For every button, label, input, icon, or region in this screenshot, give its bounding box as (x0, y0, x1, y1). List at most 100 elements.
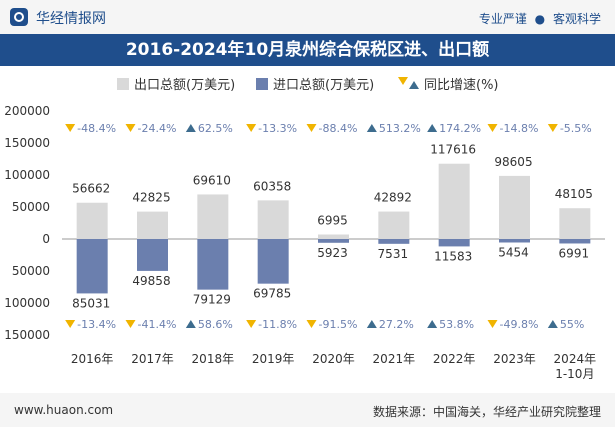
import-value-label: 79129 (193, 293, 231, 307)
y-tick-label: 50000 (12, 264, 50, 278)
header-bar: 华经情报网 专业严谨 ● 客观科学 (0, 0, 615, 34)
export-growth-up-marker (366, 124, 377, 132)
import-growth-label: -13.4% (77, 318, 116, 331)
import-bar (378, 239, 410, 244)
tagline-left: 专业严谨 (478, 12, 527, 26)
export-value-label: 42825 (132, 191, 170, 205)
footer-source: 数据来源：中国海关，华经产业研究院整理 (372, 405, 601, 419)
tagline: 专业严谨 ● 客观科学 (479, 10, 601, 27)
tagline-right: 客观科学 (552, 12, 601, 26)
import-bar (559, 239, 591, 244)
export-bar (438, 163, 470, 239)
legend-label-export: 出口总额(万美元) (134, 78, 235, 93)
huajing-logo-icon (10, 8, 28, 26)
import-growth-label: 55% (560, 318, 584, 331)
export-value-label: 6995 (317, 214, 348, 228)
x-category-label: 2022年 (433, 352, 476, 366)
x-category-label: 1-10月 (555, 367, 594, 381)
brand-name: 华经情报网 (36, 11, 106, 27)
export-growth-label: 174.2% (439, 122, 481, 135)
y-tick-label: 100000 (4, 168, 50, 182)
export-value-label: 69610 (193, 173, 231, 187)
x-category-label: 2023年 (493, 352, 536, 366)
export-bar (257, 200, 289, 239)
legend-marker-down (398, 77, 408, 85)
export-growth-label: 513.2% (379, 122, 421, 135)
import-value-label: 5454 (498, 245, 529, 259)
import-growth-up-marker (547, 320, 558, 328)
import-bar (137, 239, 168, 271)
export-value-label: 56662 (72, 182, 110, 196)
import-value-label: 5923 (317, 246, 348, 260)
import-growth-label: -49.8% (500, 318, 539, 331)
footer-bar: www.huaon.com 数据来源：中国海关，华经产业研究院整理 (0, 393, 615, 427)
y-tick-label: 200000 (4, 104, 50, 118)
legend-marker-up (409, 81, 419, 89)
title-bar: 2016-2024年10月泉州综合保税区进、出口额 (0, 34, 615, 66)
x-category-label: 2019年 (252, 352, 295, 366)
import-growth-up-marker (185, 320, 196, 328)
export-growth-down-marker (547, 124, 558, 132)
y-tick-label: 100000 (4, 296, 50, 310)
import-growth-label: 27.2% (379, 318, 414, 331)
x-category-label: 2016年 (71, 352, 114, 366)
import-growth-label: -41.4% (138, 318, 177, 331)
import-bar (257, 239, 289, 284)
import-growth-up-marker (427, 320, 438, 328)
import-bar (438, 239, 470, 247)
export-growth-label: -88.4% (319, 122, 358, 135)
legend-label-growth: 同比增速(%) (424, 78, 499, 93)
import-growth-down-marker (246, 320, 257, 328)
export-growth-down-marker (65, 124, 76, 132)
x-category-label: 2021年 (373, 352, 416, 366)
y-tick-label: 0 (42, 232, 50, 246)
export-value-label: 42892 (374, 191, 412, 205)
y-tick-label: 150000 (4, 328, 50, 342)
import-value-label: 11583 (434, 249, 472, 263)
import-bar (318, 239, 349, 243)
import-value-label: 85031 (72, 296, 110, 310)
legend-swatch-export (117, 78, 129, 90)
export-bar (378, 211, 410, 239)
export-growth-down-marker (246, 124, 257, 132)
export-growth-down-marker (306, 124, 317, 132)
import-value-label: 7531 (378, 247, 409, 261)
import-value-label: 69785 (253, 287, 291, 301)
import-growth-label: 58.6% (198, 318, 233, 331)
legend-swatch-import (256, 78, 268, 90)
import-growth-label: -91.5% (319, 318, 358, 331)
export-growth-label: -14.8% (500, 122, 539, 135)
export-bar (137, 211, 168, 239)
export-growth-label: -5.5% (560, 122, 592, 135)
x-category-label: 2017年 (131, 352, 174, 366)
import-growth-label: 53.8% (439, 318, 474, 331)
chart-title: 2016-2024年10月泉州综合保税区进、出口额 (125, 40, 490, 60)
export-bar (318, 234, 349, 239)
x-category-label: 2018年 (192, 352, 235, 366)
export-value-label: 98605 (494, 155, 532, 169)
import-growth-down-marker (125, 320, 136, 328)
y-tick-label: 50000 (12, 200, 50, 214)
import-bar (499, 239, 530, 243)
import-bar (197, 239, 229, 290)
import-growth-up-marker (366, 320, 377, 328)
export-growth-down-marker (487, 124, 498, 132)
export-bar (499, 175, 530, 239)
export-growth-label: 62.5% (198, 122, 233, 135)
y-tick-label: 150000 (4, 136, 50, 150)
chart-area: 出口总额(万美元) 进口总额(万美元) 同比增速(%) 200000 150000 100… (4, 77, 605, 381)
footer-website[interactable]: www.huaon.com (14, 403, 114, 417)
import-bar (76, 239, 108, 294)
legend-label-import: 进口总额(万美元) (273, 78, 374, 93)
export-value-label: 60358 (253, 179, 291, 193)
export-growth-down-marker (125, 124, 136, 132)
import-value-label: 49858 (132, 274, 170, 288)
import-growth-down-marker (306, 320, 317, 328)
export-growth-up-marker (185, 124, 196, 132)
x-category-label: 2020年 (312, 352, 355, 366)
import-growth-label: -11.8% (258, 318, 297, 331)
export-growth-label: -48.4% (77, 122, 116, 135)
export-bar (76, 202, 108, 239)
export-value-label: 117616 (430, 143, 476, 157)
export-growth-label: -13.3% (258, 122, 297, 135)
